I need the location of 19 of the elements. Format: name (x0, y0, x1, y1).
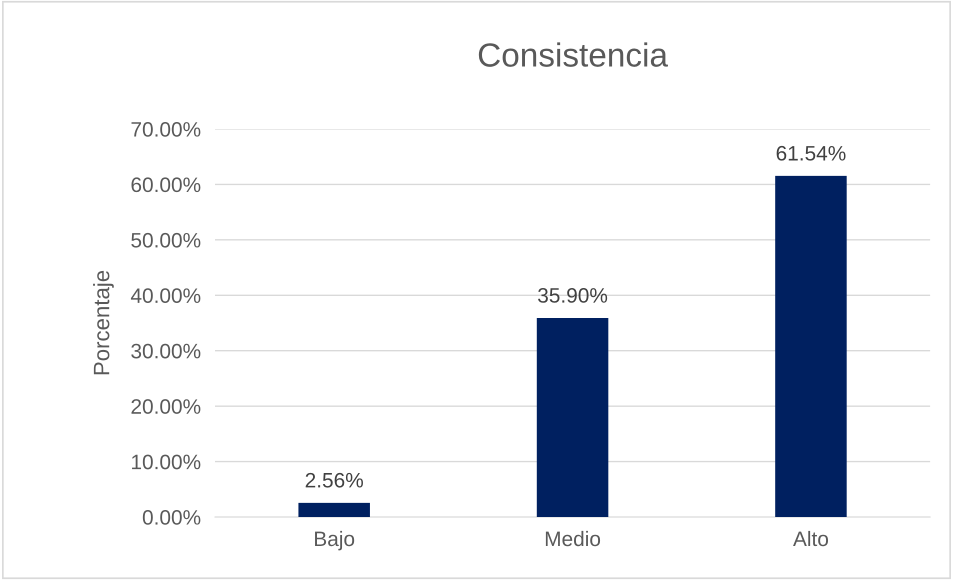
bar (775, 176, 847, 518)
y-tick-label: 40.00% (130, 288, 200, 304)
data-label: 2.56% (306, 472, 363, 488)
y-tick-label: 0.00% (142, 510, 200, 525)
x-tick-label: Bajo (315, 530, 354, 550)
x-tick-label: Medio (546, 530, 600, 546)
x-tick-label: Alto (793, 530, 828, 546)
y-tick-label: 10.00% (132, 454, 200, 470)
bar (298, 502, 370, 518)
bar (536, 318, 608, 518)
chart-title: Consistencia (478, 42, 668, 67)
y-tick-label: 30.00% (131, 344, 200, 358)
y-tick-label: 60.00% (132, 177, 200, 192)
data-label: 61.54% (776, 146, 846, 161)
y-axis-title: Porcentaje (93, 270, 114, 374)
data-label: 35.90% (538, 288, 608, 303)
y-tick-label: 70.00% (132, 122, 200, 137)
y-tick-label: 50.00% (131, 232, 200, 248)
y-tick-label: 20.00% (132, 399, 200, 414)
